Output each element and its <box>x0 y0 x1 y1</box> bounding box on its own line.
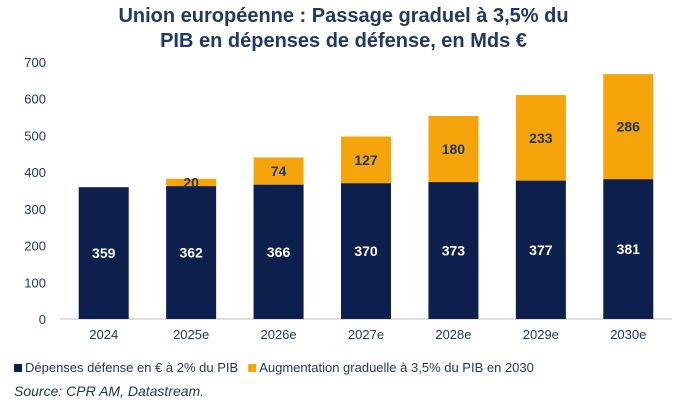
bar-increase <box>428 115 479 183</box>
bar-base-spending <box>428 182 479 319</box>
chart-title-line-2: PIB en dépenses de défense, en Mds € <box>160 30 527 52</box>
y-tick-label: 200 <box>24 239 46 254</box>
bar-base-spending <box>603 179 654 319</box>
bar-increase <box>253 157 304 185</box>
x-tick-label: 2027e <box>348 327 384 342</box>
x-tick-label: 2026e <box>260 327 296 342</box>
legend-label-increase: Augmentation graduelle à 3,5% du PIB en … <box>259 360 534 375</box>
bar-base-spending <box>515 180 566 319</box>
bar-increase <box>603 74 654 180</box>
x-tick-label: 2030e <box>610 327 646 342</box>
bar-label-base: 366 <box>267 244 291 260</box>
chart-title-line-1: Union européenne : Passage graduel à 3,5… <box>118 5 569 27</box>
bar-label-base: 370 <box>354 243 378 259</box>
source-note: Source: CPR AM, Datastream. <box>14 383 205 399</box>
bar-label-increase: 233 <box>529 130 553 146</box>
bar-label-base: 381 <box>617 241 641 257</box>
bar-increase <box>341 136 391 184</box>
bar-increase <box>166 178 217 187</box>
bar-base-spending <box>341 183 391 319</box>
bar-label-base: 373 <box>442 243 466 259</box>
bar-label-increase: 180 <box>442 141 466 157</box>
bar-label-increase: 127 <box>354 152 378 168</box>
bar-increase <box>515 95 566 181</box>
bar-label-base: 359 <box>92 245 116 261</box>
legend-swatch-increase <box>248 364 257 372</box>
chart-title: Union européenne : Passage graduel à 3,5… <box>0 4 687 54</box>
y-tick-label: 400 <box>24 165 46 180</box>
x-tick-label: 2024 <box>89 327 118 342</box>
legend-label-base: Dépenses défense en € à 2% du PIB <box>25 360 238 375</box>
bar-base-spending <box>78 187 129 319</box>
y-tick-label: 0 <box>39 312 46 327</box>
y-tick-label: 100 <box>24 275 46 290</box>
x-tick-label: 2025e <box>173 327 209 342</box>
legend-swatch-base <box>14 364 22 372</box>
y-tick-label: 500 <box>24 128 46 143</box>
y-tick-label: 600 <box>24 92 46 107</box>
x-tick-label: 2028e <box>435 327 471 342</box>
y-tick-label: 700 <box>24 55 46 70</box>
x-tick-label: 2029e <box>523 327 559 342</box>
bar-label-increase: 74 <box>271 163 287 179</box>
bar-label-increase: 286 <box>617 119 641 135</box>
bar-label-increase: 20 <box>183 174 199 190</box>
bar-label-base: 377 <box>529 242 553 258</box>
y-tick-label: 300 <box>24 202 46 217</box>
bar-label-base: 362 <box>179 245 203 261</box>
bar-base-spending <box>253 184 304 319</box>
bar-base-spending <box>166 186 217 319</box>
